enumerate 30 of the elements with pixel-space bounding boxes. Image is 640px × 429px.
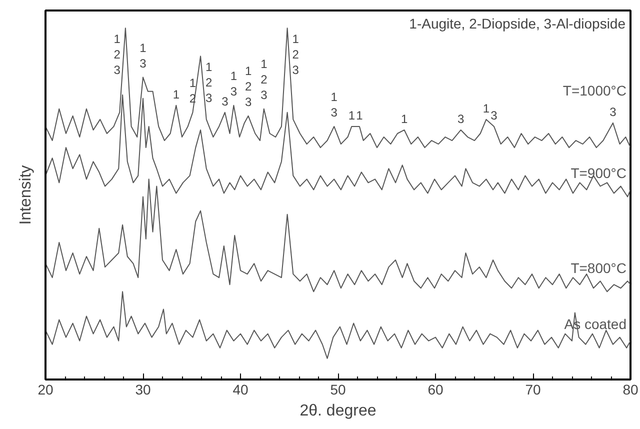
x-tick-label: 40 xyxy=(232,382,248,398)
x-tick-label: 70 xyxy=(525,382,541,398)
text: T=1000°C xyxy=(562,82,627,98)
annotation: 1 2 3 xyxy=(292,32,300,77)
x-tick-label: 60 xyxy=(428,382,444,398)
annotation: 1 xyxy=(356,108,364,122)
annotation: 1 3 xyxy=(230,68,238,98)
x-axis-title: 2θ. degree xyxy=(300,402,376,420)
series-label: T=800°C xyxy=(570,260,626,276)
annotation: 1 2 3 xyxy=(206,60,213,105)
x-tick-label: 30 xyxy=(135,382,151,398)
x-tick-label: 80 xyxy=(622,382,638,398)
series-label: T=900°C xyxy=(570,164,626,181)
annotation: 1 xyxy=(482,101,490,116)
annotation: 1 xyxy=(400,112,408,126)
y-axis-title: Intensity xyxy=(18,165,34,225)
annotation: 1 2 3 xyxy=(244,64,252,109)
x-tick-label: 50 xyxy=(330,382,346,398)
annotation: 1 2 3 xyxy=(114,32,121,77)
annotation: 1 2 3 xyxy=(260,57,268,102)
annotation: 1 3 xyxy=(330,90,338,120)
annotation: 1 xyxy=(172,87,180,102)
annotation: 1-Augite, 2-Diopside, 3-Al-diopside xyxy=(409,16,626,32)
annotation: 1 xyxy=(348,108,356,122)
annotation: 3 xyxy=(458,112,465,126)
annotation: 3 xyxy=(490,108,498,122)
annotation: 1 3 xyxy=(140,40,147,70)
annotation: 3 xyxy=(222,94,229,108)
annotation: 3 xyxy=(610,104,617,119)
x-tick-label: 20 xyxy=(38,382,54,398)
